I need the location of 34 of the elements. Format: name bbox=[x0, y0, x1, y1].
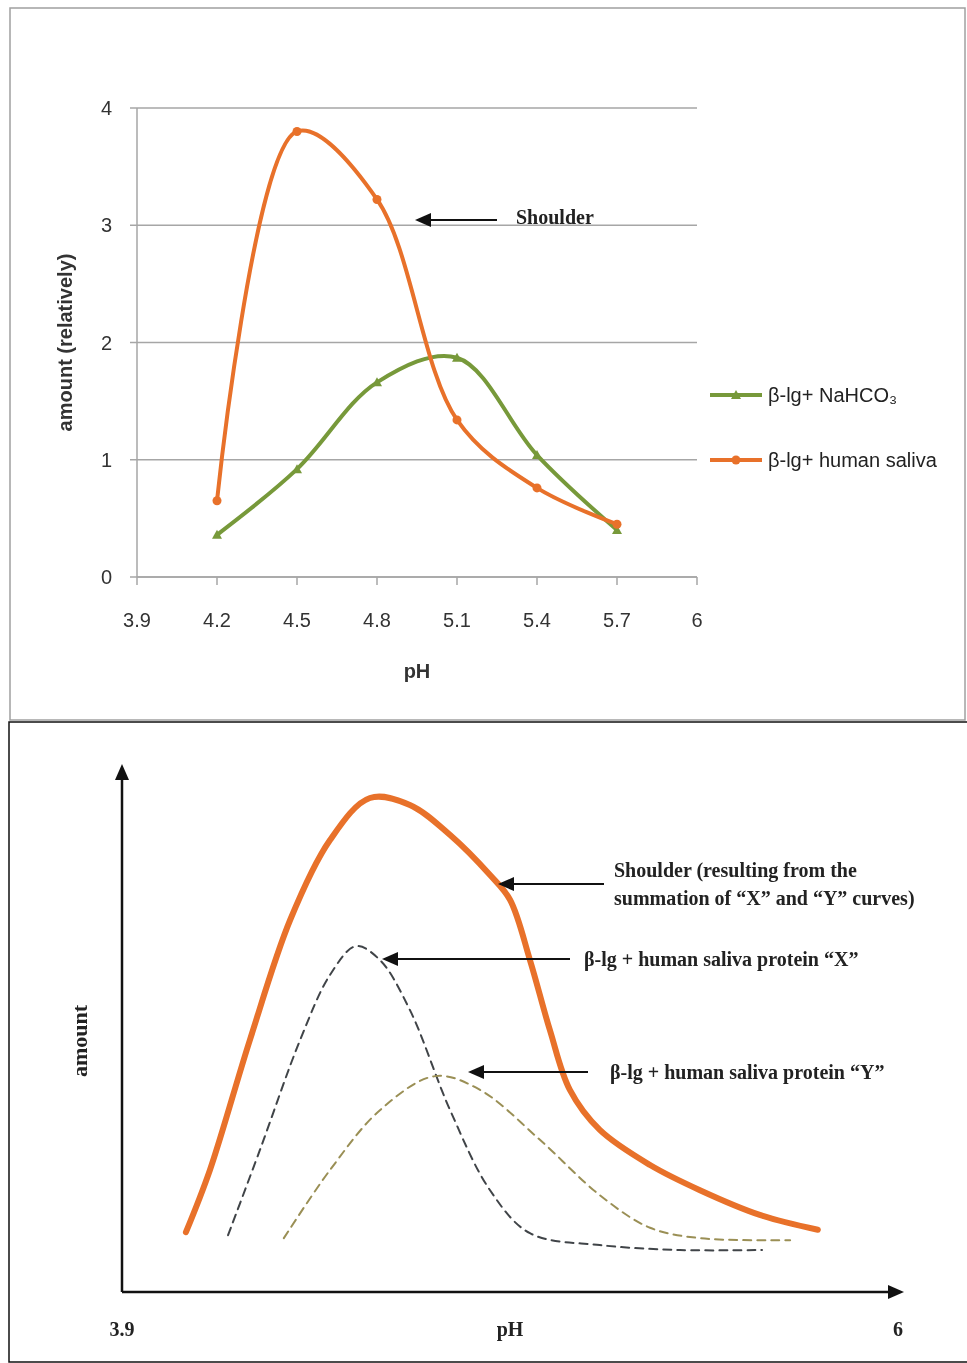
x-tick-label: 5.7 bbox=[603, 609, 631, 631]
point bbox=[532, 483, 542, 493]
legend-label: β-lg+ NaHCO₃ bbox=[768, 384, 898, 406]
point bbox=[292, 126, 302, 136]
annotation: β-lg + human saliva protein “X” bbox=[584, 948, 859, 971]
y-tick-label: 3 bbox=[100, 214, 112, 237]
y-tick-label: 1 bbox=[100, 448, 112, 471]
point bbox=[452, 415, 462, 425]
x-axis-title: pH bbox=[496, 1318, 524, 1341]
y-axis-title: amount bbox=[67, 1004, 92, 1078]
x-tick-label: 5.1 bbox=[443, 609, 471, 631]
point bbox=[212, 529, 222, 539]
y-tick-label: 2 bbox=[100, 331, 112, 354]
x-tick-label: 6 bbox=[893, 1318, 903, 1340]
point bbox=[532, 450, 542, 460]
y-tick-label: 4 bbox=[100, 97, 112, 119]
point bbox=[212, 496, 222, 506]
x-tick-label: 4.8 bbox=[363, 609, 391, 631]
annotation: β-lg + human saliva protein “Y” bbox=[610, 1061, 885, 1084]
x-axis-title: pH bbox=[403, 660, 431, 682]
point bbox=[452, 352, 462, 362]
legend-label: β-lg+ human saliva bbox=[768, 449, 938, 471]
y-tick-label: 0 bbox=[100, 566, 112, 588]
point bbox=[372, 194, 382, 204]
annotation: Shoulder bbox=[516, 206, 594, 228]
x-tick-label: 3.9 bbox=[123, 609, 151, 631]
point bbox=[612, 519, 622, 529]
x-tick-label: 4.2 bbox=[203, 609, 231, 631]
y-axis-title: amount (relatively) bbox=[54, 253, 76, 432]
x-tick-label: 5.4 bbox=[523, 609, 551, 631]
x-tick-label: 4.5 bbox=[283, 609, 311, 631]
x-tick-label: 3.9 bbox=[109, 1318, 135, 1340]
annotation: Shoulder (resulting from the summation of “X” and “Y” curves) bbox=[614, 859, 915, 910]
x-tick-label: 6 bbox=[691, 609, 703, 631]
